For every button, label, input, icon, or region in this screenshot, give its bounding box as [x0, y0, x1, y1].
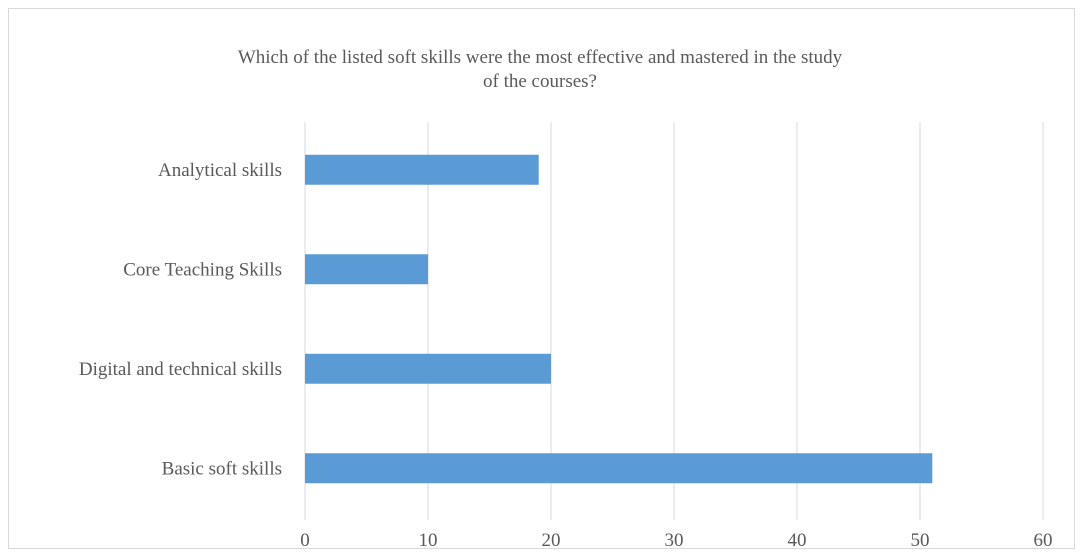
- x-tick-label: 50: [911, 530, 930, 551]
- x-tick-label: 30: [665, 530, 684, 551]
- bar: [305, 353, 551, 384]
- category-label: Analytical skills: [158, 160, 282, 181]
- x-tick-labels: 0 10 20 30 40 50 60: [300, 530, 1052, 551]
- chart-title: Which of the listed soft skills were the…: [237, 47, 843, 92]
- category-label: Core Teaching Skills: [123, 259, 282, 280]
- x-tick-label: 60: [1034, 530, 1053, 551]
- bar: [305, 453, 933, 484]
- x-tick-label: 10: [419, 530, 438, 551]
- bar: [305, 254, 428, 285]
- bars: [305, 154, 933, 484]
- category-label: Basic soft skills: [162, 458, 282, 479]
- category-label: Digital and technical skills: [79, 359, 282, 380]
- x-tick-label: 40: [788, 530, 807, 551]
- x-tick-label: 0: [300, 530, 310, 551]
- x-tick-label: 20: [542, 530, 561, 551]
- category-labels: Analytical skills Core Teaching Skills Dig…: [79, 160, 282, 480]
- bar: [305, 154, 539, 185]
